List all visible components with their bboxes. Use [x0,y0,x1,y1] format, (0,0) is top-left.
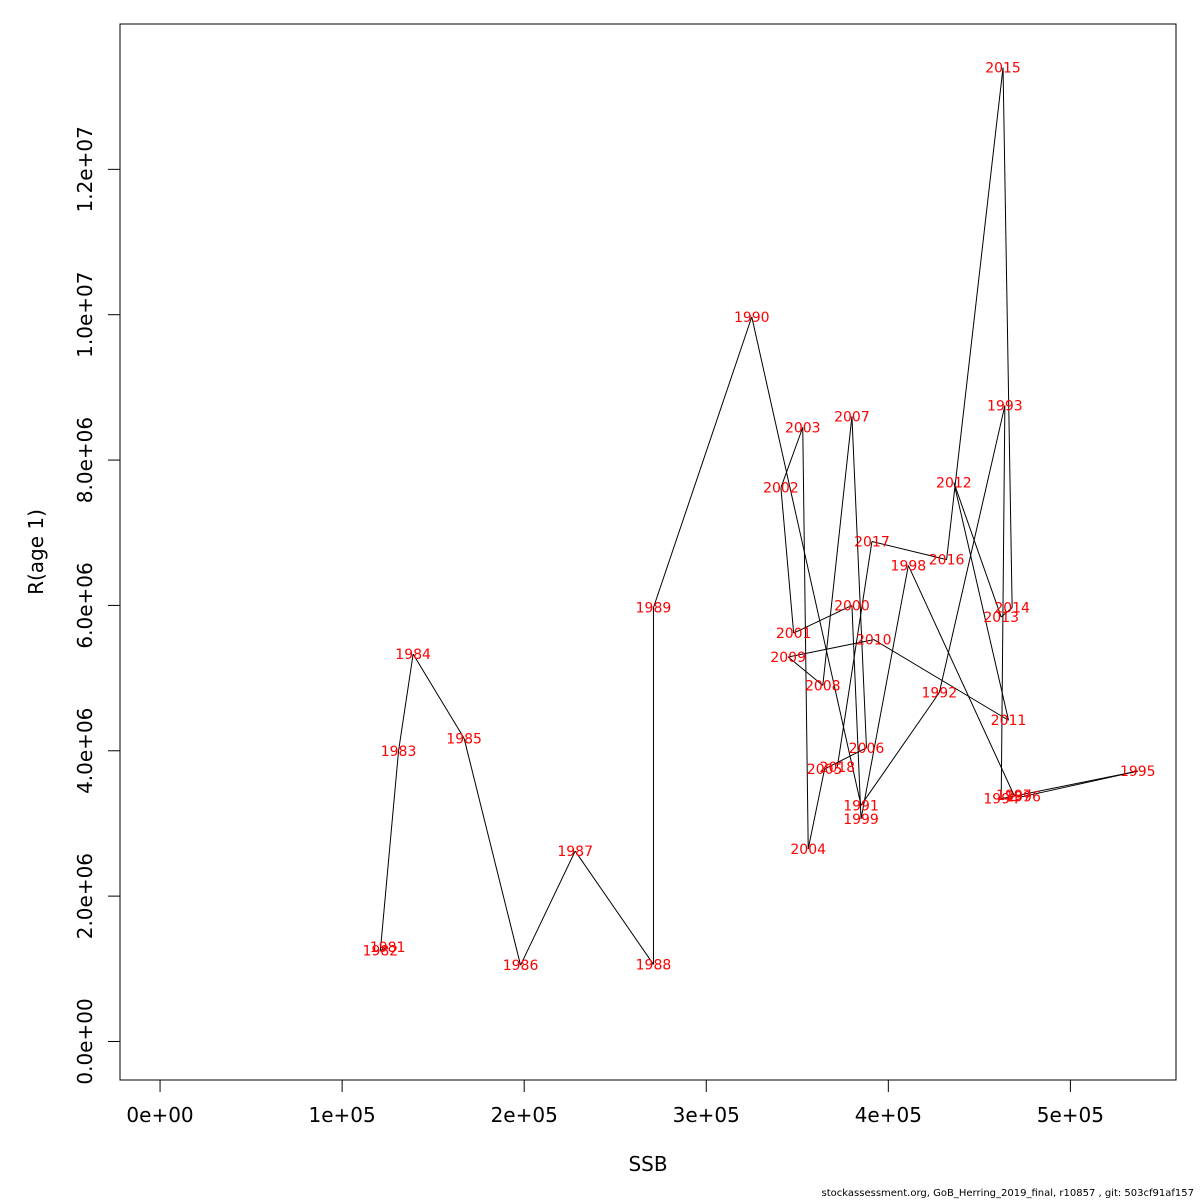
series-segment-1992-1993 [938,405,1006,693]
point-label-2003: 2003 [785,420,821,436]
point-label-1996: 1996 [1005,790,1041,806]
point-label-1991: 1991 [843,798,879,814]
point-label-1985: 1985 [446,731,482,747]
point-label-1986: 1986 [503,958,539,974]
point-label-2000: 2000 [834,598,870,614]
point-label-1994: 1994 [983,792,1019,808]
series-segment-1990-1991 [751,316,862,806]
point-label-2004: 2004 [790,842,826,858]
series-line [379,67,1138,966]
series-segment-1981-1982 [380,946,388,952]
series-segment-2014-2015 [1002,67,1013,608]
point-label-2016: 2016 [929,553,965,569]
footer-credit: stockassessment.org, GoB_Herring_2019_fi… [821,1188,1194,1199]
series-segment-2012-2013 [953,482,1002,618]
series-segment-1995-1996 [1022,770,1138,798]
series-segment-2000-2001 [793,604,853,634]
point-label-1984: 1984 [395,647,431,663]
point-label-2002: 2002 [763,481,799,497]
point-label-1988: 1988 [636,957,672,973]
series-segment-2011-2012 [953,482,1009,721]
point-label-1982: 1982 [363,944,399,960]
series-segment-1998-1999 [860,565,909,820]
series-segment-2017-2018 [836,541,873,767]
series-segment-1985-1986 [463,738,522,966]
point-label-1993: 1993 [987,399,1023,415]
x-axis: 0e+00 1e+05 2e+05 3e+05 4e+05 5e+05 [126,1079,1104,1127]
series-segment-2005-2006 [824,747,867,770]
series-segment-2009-2010 [788,639,874,658]
series-segment-1989-1990 [652,316,753,608]
y-tick-label: 1.0e+07 [73,272,97,358]
x-tick-label: 4e+05 [855,1103,922,1127]
series-segment-2016-2017 [871,540,947,561]
point-label-2005: 2005 [807,762,843,778]
series-segment-2006-2007 [851,416,867,748]
point-label-2010: 2010 [856,633,892,649]
series-segment-2010-2011 [873,639,1009,721]
series-segment-2013-2014 [1000,607,1013,618]
point-label-2012: 2012 [936,476,972,492]
series-segment-1986-1987 [520,850,576,966]
point-label-1981: 1981 [370,940,406,956]
y-tick-label: 4.0e+06 [73,708,97,794]
series-segment-2007-2008 [822,416,853,686]
y-tick-label: 0.0e+00 [73,998,97,1084]
point-label-2014: 2014 [994,601,1030,617]
y-axis-label: R(age 1) [24,509,48,595]
x-axis-label: SSB [628,1152,667,1176]
point-label-1998: 1998 [891,558,927,574]
x-tick-label: 3e+05 [673,1103,740,1127]
series-segment-1984-1985 [412,653,465,739]
point-label-1983: 1983 [381,744,417,760]
point-label-1990: 1990 [734,310,770,326]
plot-frame [119,23,1177,1081]
series-segment-1997-1998 [907,565,1015,796]
point-label-2006: 2006 [849,741,885,757]
point-label-2018: 2018 [820,760,856,776]
series-segment-2003-2004 [802,427,809,849]
y-tick-label: 8.0e+06 [73,417,97,503]
point-label-2013: 2013 [983,610,1019,626]
series-segment-2015-2016 [946,67,1004,560]
series-segment-1987-1988 [574,850,654,965]
series-segment-2002-2003 [780,427,804,488]
series-segment-2001-2002 [780,487,795,634]
y-axis: 0.0e+00 2.0e+06 4.0e+06 6.0e+06 8.0e+06 1.0e+… [73,126,121,1085]
series-segment-1991-1992 [860,692,940,806]
point-label-1995: 1995 [1120,764,1156,780]
point-label-1999: 1999 [843,812,879,828]
point-label-2015: 2015 [985,61,1021,77]
series-segment-2004-2005 [807,768,826,849]
series-segment-1983-1984 [398,654,414,751]
x-tick-label: 1e+05 [308,1103,375,1127]
series-segment-1982-1983 [379,750,400,951]
series-segment-1999-2000 [851,605,862,820]
x-tick-label: 2e+05 [491,1103,558,1127]
x-tick-label: 5e+05 [1037,1103,1104,1127]
series-segment-1996-1997 [1013,794,1024,798]
point-label-2017: 2017 [854,534,890,550]
point-label-2009: 2009 [770,650,806,666]
y-tick-label: 1.2e+07 [73,126,97,212]
y-tick-label: 2.0e+06 [73,853,97,939]
point-label-1989: 1989 [636,601,672,617]
point-label-2011: 2011 [991,713,1027,729]
point-label-2001: 2001 [776,626,812,642]
point-label-1987: 1987 [557,844,593,860]
point-label-1997: 1997 [996,788,1032,804]
point-label-2008: 2008 [805,678,841,694]
series-segment-1993-1994 [1000,405,1006,799]
series-segment-2008-2009 [787,656,824,686]
x-tick-label: 0e+00 [126,1103,193,1127]
point-label-1992: 1992 [921,686,957,702]
y-tick-label: 6.0e+06 [73,562,97,648]
point-label-2007: 2007 [834,409,870,425]
